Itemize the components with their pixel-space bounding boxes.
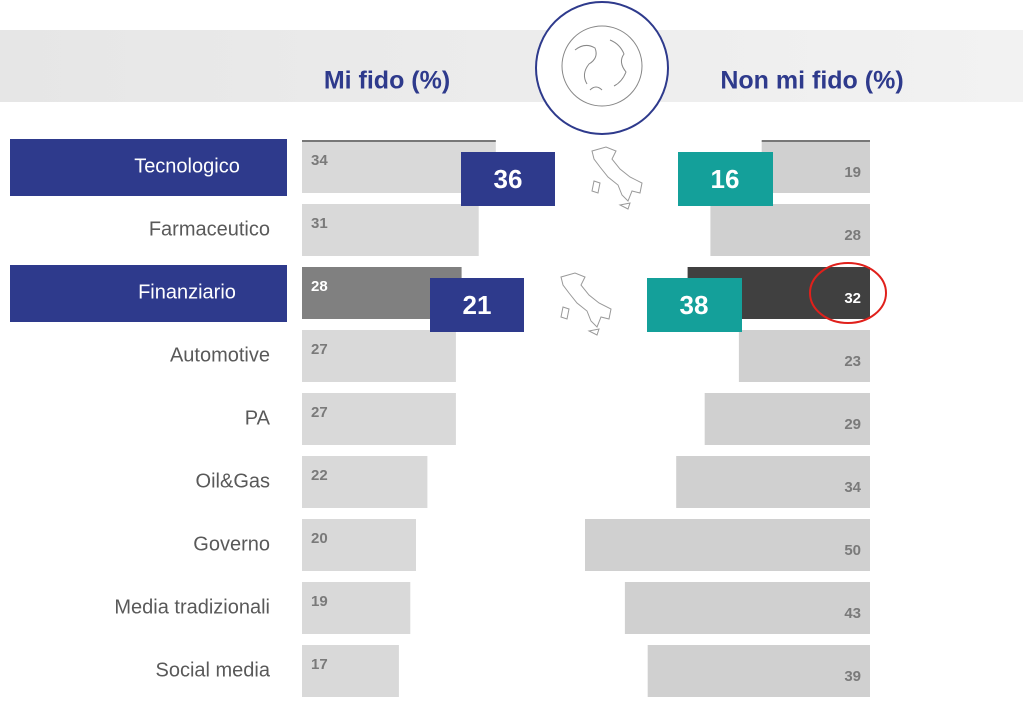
value-label: 28 <box>311 278 328 295</box>
category-highlight <box>10 139 287 196</box>
bar-distrust <box>761 141 870 193</box>
value-label: 34 <box>844 479 861 496</box>
bar-distrust <box>624 582 870 634</box>
value-label: 29 <box>844 416 861 433</box>
category-label: Tecnologico <box>134 155 240 177</box>
value-label: 28 <box>844 227 861 244</box>
category-label: PA <box>245 407 271 429</box>
left-header: Mi fido (%) <box>324 67 450 95</box>
value-label: 22 <box>311 467 328 484</box>
header-band <box>0 30 1023 102</box>
category-label: Oil&Gas <box>196 470 270 492</box>
value-label: 23 <box>844 353 861 370</box>
value-label: 31 <box>311 215 328 232</box>
value-label: 19 <box>311 593 328 610</box>
category-label: Media tradizionali <box>114 596 270 618</box>
value-label: 20 <box>311 530 328 547</box>
value-label: 43 <box>844 605 861 622</box>
globe-frame <box>535 1 669 135</box>
category-label: Governo <box>193 533 270 555</box>
bar-trust <box>302 393 456 445</box>
value-label: 34 <box>311 152 328 169</box>
category-highlight <box>10 265 287 322</box>
callout-trust <box>430 278 524 332</box>
callout-distrust <box>678 152 773 206</box>
callout-distrust <box>647 278 742 332</box>
callout-trust <box>461 152 555 206</box>
italy-icon <box>591 146 643 210</box>
bar-trust <box>302 456 428 508</box>
bar-trust <box>302 204 479 256</box>
value-label: 27 <box>311 404 328 421</box>
bar-distrust <box>676 456 870 508</box>
bar-distrust <box>704 393 870 445</box>
bar-trust <box>302 519 416 571</box>
bar-trust <box>302 645 399 697</box>
bar-trust <box>302 330 456 382</box>
callout-label: 16 <box>711 164 740 194</box>
value-label: 17 <box>311 656 328 673</box>
bar-distrust <box>647 645 870 697</box>
bar-distrust <box>710 204 870 256</box>
callout-label: 36 <box>494 164 523 194</box>
value-label: 32 <box>844 290 861 307</box>
value-label: 19 <box>844 164 861 181</box>
bar-trust <box>302 582 411 634</box>
bar-distrust <box>738 330 870 382</box>
globe-icon <box>561 25 643 107</box>
value-label: 39 <box>844 668 861 685</box>
bar-distrust <box>585 519 870 571</box>
emphasis-circle <box>809 262 887 324</box>
value-label: 50 <box>844 542 861 559</box>
italy-icon <box>560 272 612 336</box>
category-label: Finanziario <box>138 281 236 303</box>
value-label: 27 <box>311 341 328 358</box>
right-header: Non mi fido (%) <box>720 67 903 95</box>
category-label: Farmaceutico <box>149 218 270 240</box>
callout-label: 38 <box>680 290 709 320</box>
callout-label: 21 <box>463 290 492 320</box>
category-label: Social media <box>155 659 270 681</box>
category-label: Automotive <box>170 344 270 366</box>
